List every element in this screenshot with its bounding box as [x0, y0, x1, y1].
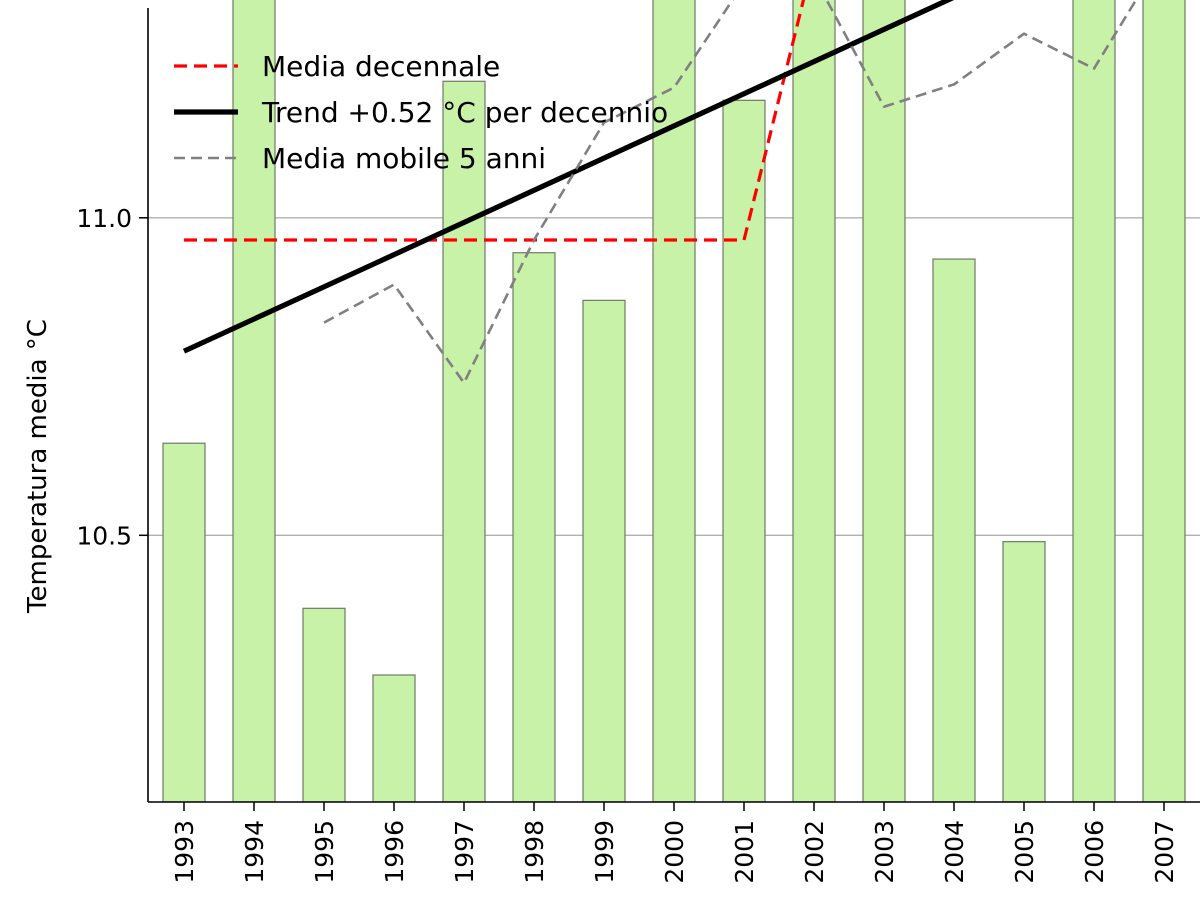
- x-tick-label: 1993: [170, 820, 199, 884]
- bar-2006: [1072, 0, 1116, 802]
- x-tick-label: 2000: [660, 820, 689, 884]
- bar-1999: [582, 299, 626, 802]
- bar-2001: [722, 99, 766, 802]
- x-tick-label: 1996: [380, 820, 409, 884]
- bar-2004: [932, 258, 976, 802]
- bar-2003: [862, 0, 906, 802]
- x-tick-label: 2006: [1080, 820, 1109, 884]
- series-line-0: [184, 0, 806, 242]
- x-tick-label: 1994: [240, 820, 269, 884]
- bar-2005: [1002, 541, 1046, 802]
- x-tick-label: 2005: [1010, 820, 1039, 884]
- y-axis-title: Temperatura media °C: [23, 319, 53, 614]
- bars: [162, 0, 1186, 802]
- legend-label: Trend +0.52 °C per decennio: [261, 96, 668, 129]
- x-tick-label: 2007: [1150, 820, 1179, 884]
- x-tick-label: 1995: [310, 820, 339, 884]
- bar-2002: [792, 0, 836, 802]
- y-tick-label: 11.0: [76, 204, 132, 233]
- x-tick-label: 2003: [870, 820, 899, 884]
- series-line-2: [323, 0, 1138, 385]
- x-tick-label: 1997: [450, 820, 479, 884]
- x-tick-label: 2002: [800, 820, 829, 884]
- y-ticks: 10.511.011.512.012.5: [76, 204, 148, 550]
- bar-1994: [232, 0, 276, 802]
- bar-1995: [302, 607, 346, 802]
- bar-2007: [1142, 0, 1186, 802]
- bar-1996: [372, 674, 416, 802]
- y-tick-label: 10.5: [76, 521, 132, 550]
- x-ticks: 1993 1994 1995 1996 1997 1998 1999 2000 2001 2002…: [170, 802, 1179, 884]
- series-line-1: [182, 0, 955, 354]
- bar-1993: [162, 442, 206, 802]
- legend: Media decennale Trend +0.52 °C per decenn…: [174, 50, 668, 175]
- x-tick-label: 2001: [730, 820, 759, 884]
- legend-label: Media decennale: [262, 50, 500, 83]
- series-lines: [182, 0, 1138, 385]
- x-tick-label: 1998: [520, 820, 549, 884]
- bar-1997: [442, 80, 486, 802]
- x-tick-label: 1999: [590, 820, 619, 884]
- x-tick-label: 2004: [940, 820, 969, 884]
- bar-1998: [512, 252, 556, 802]
- legend-label: Media mobile 5 anni: [262, 142, 546, 175]
